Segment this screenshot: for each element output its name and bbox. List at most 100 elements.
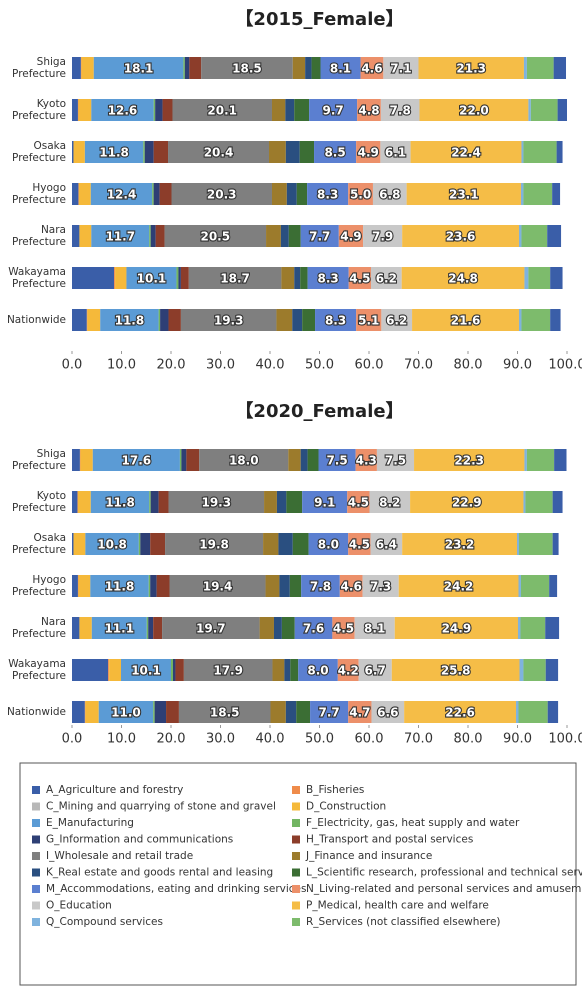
category-label: Nara Prefecture bbox=[12, 616, 66, 640]
bar-segment bbox=[201, 57, 293, 79]
bar-segment bbox=[285, 99, 295, 121]
bar-segment bbox=[288, 225, 301, 247]
bar-segment bbox=[391, 659, 520, 681]
bar-segment bbox=[296, 701, 311, 723]
bar-segment bbox=[381, 309, 413, 331]
data-label: 4.7 bbox=[349, 706, 370, 720]
data-label: 4.8 bbox=[358, 104, 379, 118]
bar-segment bbox=[186, 449, 200, 471]
x-tick-label: 40.0 bbox=[256, 732, 285, 747]
bar-segment bbox=[270, 701, 286, 723]
x-tick-label: 30.0 bbox=[206, 358, 235, 373]
bar-segment bbox=[144, 141, 154, 163]
x-tick-label: 10.0 bbox=[107, 732, 136, 747]
bar-segment bbox=[516, 701, 519, 723]
bar-segment bbox=[354, 617, 395, 639]
data-label: 10.8 bbox=[97, 538, 127, 552]
bar-segment bbox=[72, 99, 78, 121]
x-tick-label: 50.0 bbox=[305, 732, 334, 747]
legend-swatch bbox=[292, 786, 300, 794]
legend-swatch bbox=[32, 835, 40, 844]
category-label-line: Prefecture bbox=[12, 502, 66, 514]
bar-segment bbox=[401, 267, 525, 289]
bar-segment bbox=[281, 617, 295, 639]
bar-segment bbox=[148, 617, 154, 639]
data-label: 10.1 bbox=[137, 272, 167, 286]
legend-label: J_Finance and insurance bbox=[305, 850, 432, 862]
bar-segment bbox=[524, 449, 527, 471]
data-label: 7.7 bbox=[319, 706, 340, 720]
bar-segment bbox=[78, 183, 91, 205]
data-label: 19.3 bbox=[201, 496, 231, 510]
bar-segment bbox=[347, 491, 370, 513]
category-label: Shiga Prefecture bbox=[12, 448, 66, 472]
legend-swatch bbox=[32, 852, 40, 860]
bar-segment bbox=[370, 267, 402, 289]
category-label-line: Prefecture bbox=[12, 586, 66, 598]
category-label-line: Wakayama bbox=[8, 658, 66, 670]
bar-segment bbox=[276, 309, 293, 331]
bar-segment bbox=[143, 141, 145, 163]
bar-segment bbox=[150, 575, 157, 597]
bar-segment bbox=[356, 309, 382, 331]
data-label: 8.5 bbox=[324, 146, 345, 160]
data-label: 11.8 bbox=[105, 580, 135, 594]
bar-segment bbox=[311, 57, 321, 79]
legend-swatch bbox=[32, 918, 40, 926]
bar-segment bbox=[294, 617, 333, 639]
bar-segment bbox=[98, 701, 154, 723]
bar-segment bbox=[521, 225, 548, 247]
bar-segment bbox=[410, 491, 524, 513]
data-label: 8.1 bbox=[330, 62, 351, 76]
bar-segment bbox=[523, 183, 553, 205]
bar-segment bbox=[286, 183, 297, 205]
bar-segment bbox=[526, 449, 555, 471]
data-label: 22.0 bbox=[459, 104, 489, 118]
bar-segment bbox=[556, 141, 563, 163]
bar-segment bbox=[92, 449, 180, 471]
legend-label: F_Electricity, gas, heat supply and wate… bbox=[306, 817, 520, 829]
bar-segment bbox=[315, 309, 357, 331]
bar-segment bbox=[518, 309, 522, 331]
legend-label: G_Information and communications bbox=[46, 834, 233, 846]
bar-segment bbox=[307, 267, 349, 289]
bar-segment bbox=[528, 99, 531, 121]
category-label: Osaka Prefecture bbox=[12, 140, 66, 164]
legend-swatch bbox=[32, 786, 40, 794]
bar-segment bbox=[72, 225, 80, 247]
bar-segment bbox=[78, 99, 92, 121]
data-label: 11.8 bbox=[115, 314, 145, 328]
category-label-line: Prefecture bbox=[12, 152, 66, 164]
bar-segment bbox=[545, 659, 559, 681]
bar-segment bbox=[158, 309, 161, 331]
category-label: Kyoto Prefecture bbox=[12, 98, 66, 122]
data-label: 6.7 bbox=[365, 664, 386, 678]
data-label: 7.3 bbox=[370, 580, 391, 594]
category-label-line: Wakayama bbox=[8, 266, 66, 278]
category-label-line: Kyoto bbox=[37, 490, 66, 502]
bar-segment bbox=[72, 57, 81, 79]
data-label: 24.9 bbox=[442, 622, 472, 636]
bar-segment bbox=[285, 701, 297, 723]
bar-segment bbox=[348, 701, 372, 723]
bar-segment bbox=[370, 533, 403, 555]
bar-segment bbox=[402, 533, 518, 555]
x-tick-label: 80.0 bbox=[454, 732, 483, 747]
x-tick-label: 90.0 bbox=[503, 358, 532, 373]
legend-label: P_Medical, health care and welfare bbox=[306, 900, 489, 912]
data-label: 9.1 bbox=[314, 496, 335, 510]
bar-segment bbox=[150, 533, 166, 555]
data-label: 23.1 bbox=[449, 188, 479, 202]
bar-segment bbox=[528, 267, 551, 289]
legend-swatch bbox=[292, 835, 300, 844]
bar-segment bbox=[149, 491, 151, 513]
bar-segment bbox=[360, 57, 384, 79]
bar-segment bbox=[314, 141, 357, 163]
data-label: 6.8 bbox=[379, 188, 400, 202]
bar-segment bbox=[138, 533, 141, 555]
data-label: 22.6 bbox=[445, 706, 475, 720]
data-label: 19.3 bbox=[214, 314, 244, 328]
bar-segment bbox=[84, 141, 144, 163]
category-label: Kyoto Prefecture bbox=[12, 490, 66, 514]
data-label: 11.1 bbox=[104, 622, 134, 636]
